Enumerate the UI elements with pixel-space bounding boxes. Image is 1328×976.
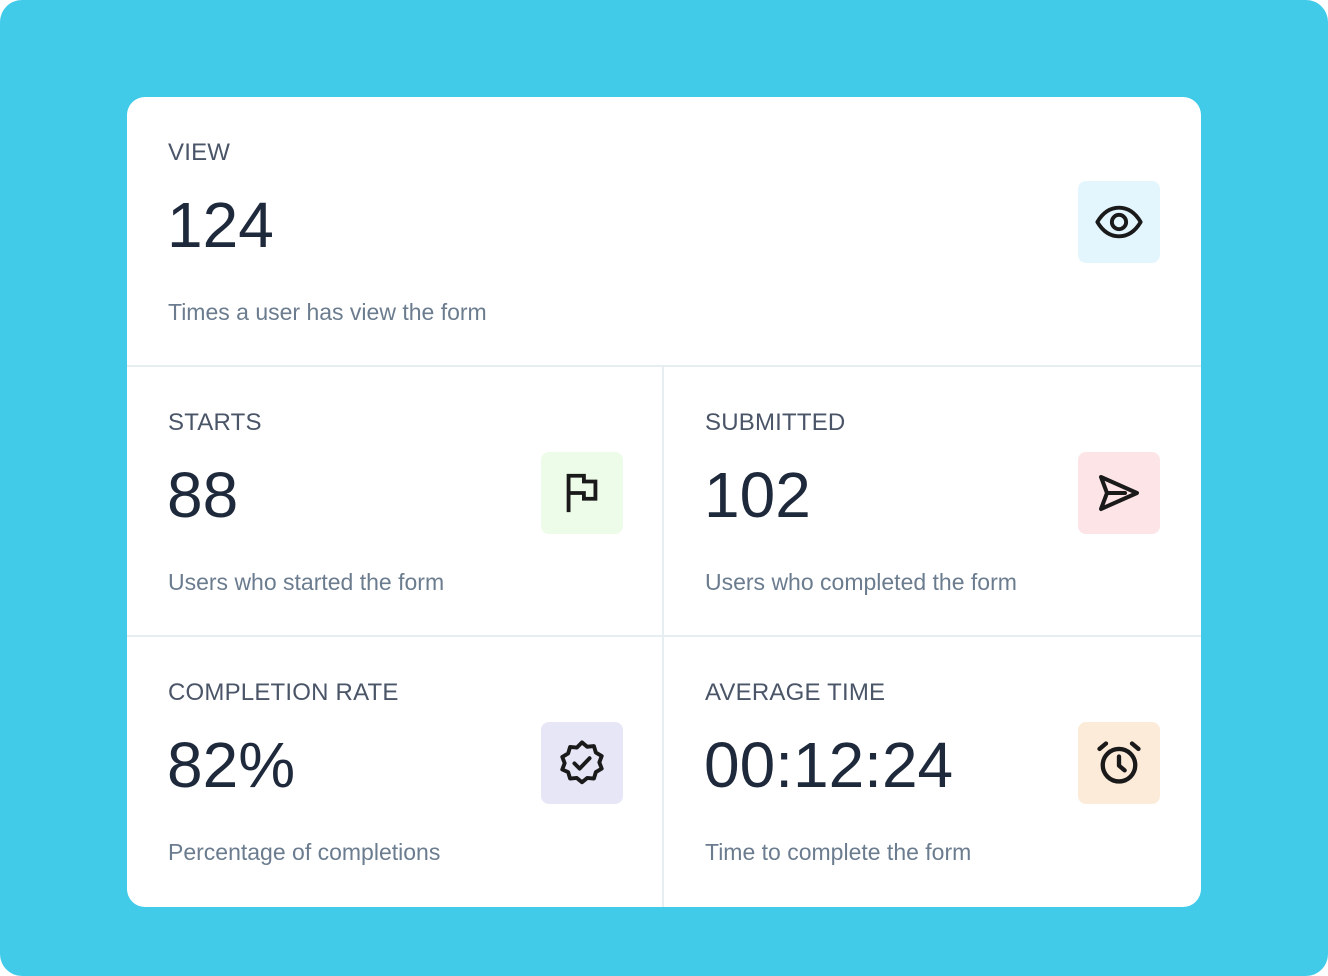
stat-label: STARTS (168, 409, 262, 436)
divider (127, 635, 1201, 637)
stat-completion-rate: COMPLETION RATE 82% Percentage of comple… (127, 637, 662, 907)
stat-description: Times a user has view the form (168, 299, 487, 325)
stat-value: 88 (167, 459, 239, 531)
flag-icon (541, 452, 623, 534)
divider (127, 365, 1201, 367)
verified-badge-icon (541, 722, 623, 804)
divider (662, 367, 664, 907)
stat-description: Users who completed the form (705, 569, 1017, 595)
stat-view: VIEW 124 Times a user has view the form (127, 97, 1201, 366)
stat-description: Time to complete the form (705, 839, 972, 865)
eye-icon (1078, 181, 1160, 263)
stat-value: 102 (704, 459, 811, 531)
stat-value: 00:12:24 (704, 729, 954, 801)
stat-submitted: SUBMITTED 102 Users who completed the fo… (664, 367, 1201, 636)
stat-description: Users who started the form (168, 569, 445, 595)
stat-value: 124 (167, 189, 274, 261)
stat-value: 82% (167, 729, 296, 801)
stat-starts: STARTS 88 Users who started the form (127, 367, 662, 636)
stat-description: Percentage of completions (168, 839, 441, 865)
stat-label: SUBMITTED (705, 409, 846, 436)
stat-label: COMPLETION RATE (168, 679, 399, 706)
stat-label: AVERAGE TIME (705, 679, 886, 706)
send-icon (1078, 452, 1160, 534)
alarm-clock-icon (1078, 722, 1160, 804)
stat-label: VIEW (168, 139, 231, 166)
stats-card: VIEW 124 Times a user has view the form … (127, 97, 1201, 907)
stat-average-time: AVERAGE TIME 00:12:24 Time to complete t… (664, 637, 1201, 907)
